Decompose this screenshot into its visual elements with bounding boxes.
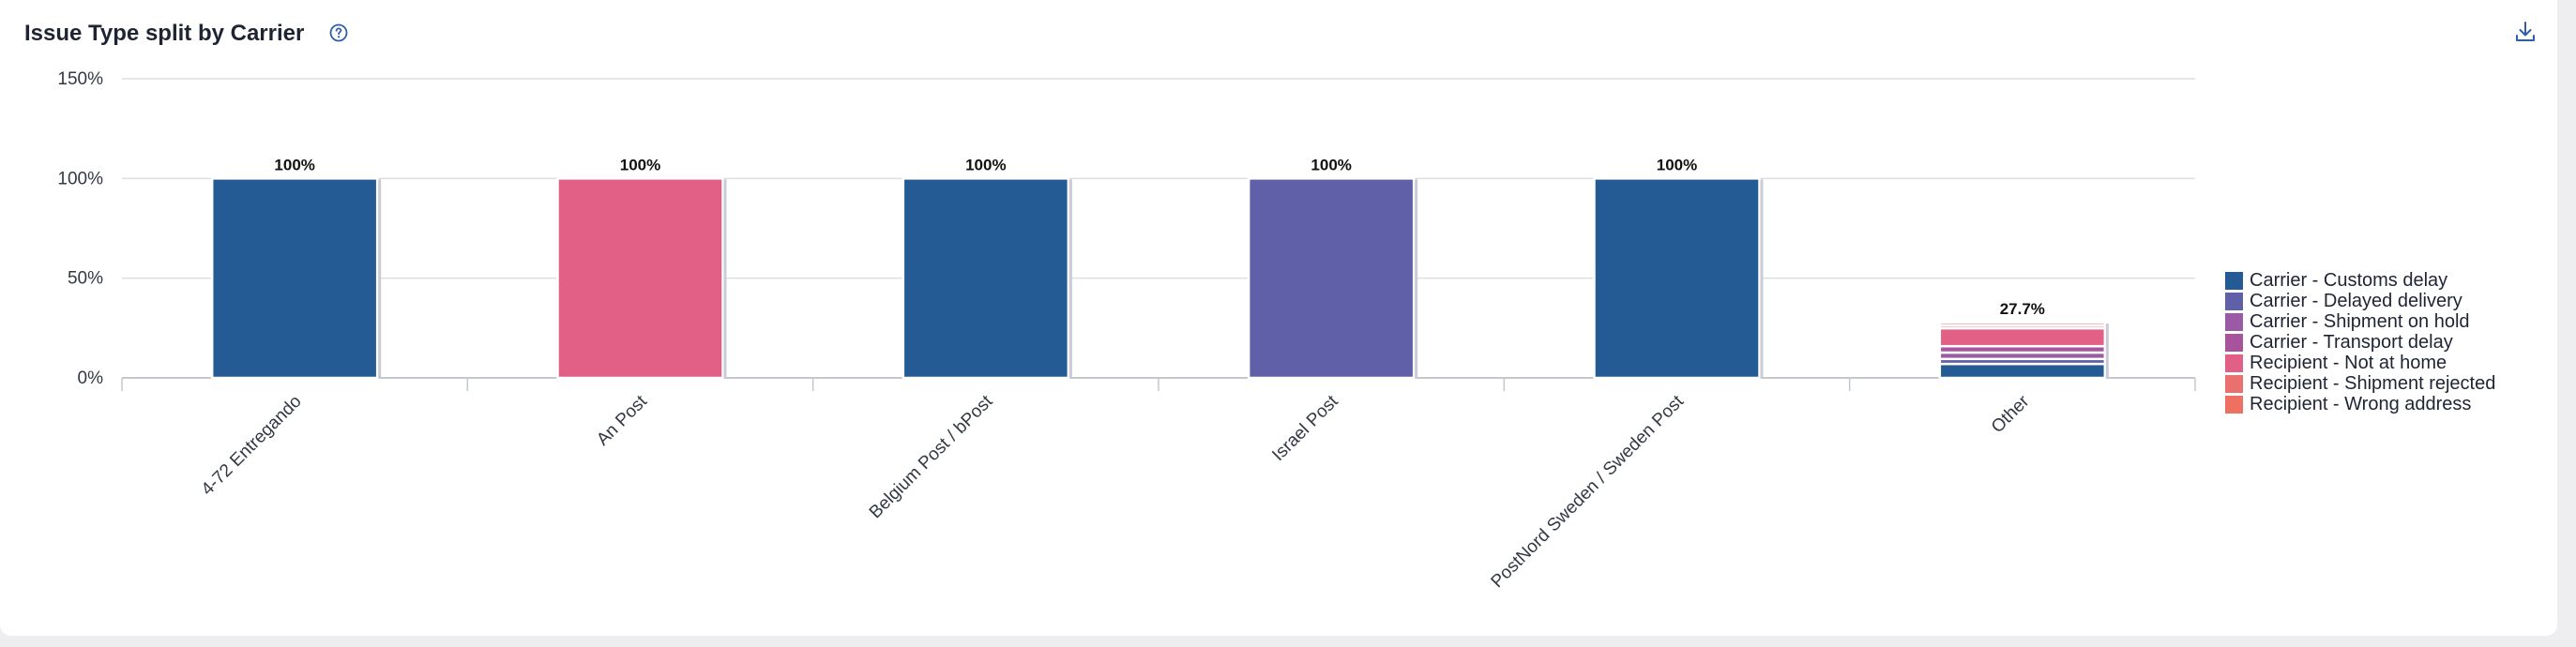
data-label: 27.7%	[2000, 300, 2045, 318]
bar-shadow	[1068, 179, 1072, 378]
y-tick-label: 0%	[78, 369, 104, 388]
stacked-bar-chart: 0% 50% 100% 150% 100% 4-72 Entregando 100% An P…	[57, 69, 2196, 592]
legend-label: Recipient - Shipment rejected	[2250, 372, 2496, 394]
legend-item[interactable]: Recipient - Not at home	[2225, 353, 2495, 373]
legend-item[interactable]: Recipient - Shipment rejected	[2225, 373, 2495, 394]
data-label: 100%	[1311, 156, 1351, 173]
bar-shadow	[1760, 179, 1764, 378]
y-tick-label: 50%	[68, 269, 103, 289]
data-label: 100%	[965, 156, 1006, 173]
x-category-label: Israel Post	[1268, 391, 1342, 465]
x-category-label: An Post	[593, 391, 651, 449]
download-icon[interactable]	[2512, 19, 2538, 45]
x-category-label: PostNord Sweden / Sweden Post	[1488, 391, 1689, 592]
legend-label: Carrier - Shipment on hold	[2250, 310, 2470, 332]
chart-card: Issue Type split by Carrier 0% 50% 100% 150…	[0, 0, 2557, 636]
bar-segment	[556, 177, 724, 380]
bar-shadow	[1415, 179, 1418, 378]
data-label: 100%	[620, 156, 660, 173]
x-category-label: 4-72 Entregando	[198, 392, 306, 500]
x-category-label: Other	[1988, 391, 2034, 437]
bar-segment	[1593, 177, 1761, 380]
legend-swatch	[2225, 333, 2243, 352]
bar-shadow	[2105, 324, 2109, 378]
bar-segment	[1938, 326, 2107, 348]
legend-swatch	[2225, 395, 2243, 414]
legend-item[interactable]: Carrier - Delayed delivery	[2225, 291, 2495, 311]
help-circle-icon[interactable]	[328, 23, 349, 43]
legend-label: Carrier - Customs delay	[2250, 269, 2448, 291]
bar-shadow	[723, 179, 727, 378]
y-tick-label: 100%	[57, 169, 103, 188]
x-category-label: Belgium Post / bPost	[866, 391, 997, 522]
legend-label: Recipient - Wrong address	[2250, 393, 2472, 414]
legend-swatch	[2225, 312, 2243, 331]
y-tick-label: 150%	[57, 69, 103, 89]
legend-label: Recipient - Not at home	[2250, 352, 2447, 373]
bar-segment	[1247, 177, 1416, 380]
bar-shadow	[378, 179, 382, 378]
bar-segment	[902, 177, 1070, 380]
legend-swatch	[2225, 271, 2243, 290]
data-label: 100%	[274, 156, 314, 173]
legend-item[interactable]: Carrier - Shipment on hold	[2225, 311, 2495, 332]
legend-swatch	[2225, 292, 2243, 310]
chart-legend: Carrier - Customs delay Carrier - Delayed…	[2225, 270, 2495, 414]
legend-label: Carrier - Transport delay	[2250, 331, 2453, 353]
bar-segment	[1938, 362, 2107, 380]
legend-swatch	[2225, 374, 2243, 393]
legend-label: Carrier - Delayed delivery	[2250, 290, 2462, 311]
data-label: 100%	[1657, 156, 1697, 173]
legend-item[interactable]: Recipient - Wrong address	[2225, 394, 2495, 414]
bar-segment	[1938, 321, 2107, 327]
bar-segment	[210, 177, 379, 380]
legend-swatch	[2225, 354, 2243, 372]
chart-title: Issue Type split by Carrier	[24, 21, 305, 46]
legend-item[interactable]: Carrier - Transport delay	[2225, 332, 2495, 353]
legend-item[interactable]: Carrier - Customs delay	[2225, 270, 2495, 291]
